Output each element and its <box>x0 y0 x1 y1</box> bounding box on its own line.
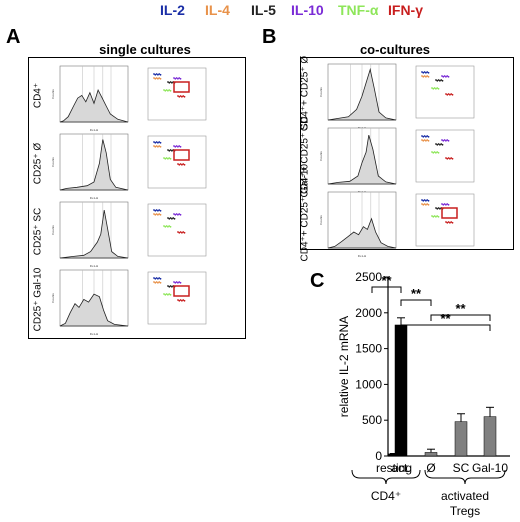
dot-plot <box>147 271 207 325</box>
panel-c-letter: C <box>310 270 325 292</box>
y-tick-label: 2000 <box>355 306 382 320</box>
legend-il10: IL-10 <box>291 2 324 18</box>
group-label-tregs: Tregs <box>450 504 480 518</box>
dot-plot <box>147 67 207 121</box>
sig-bracket-empty-gal10-label: ** <box>455 301 466 316</box>
dot-plot <box>415 193 475 247</box>
x-tick-label: act. <box>391 461 410 475</box>
panel-a-title: single cultures <box>99 42 191 57</box>
group-label-activated: activated <box>441 489 489 503</box>
legend-tnfa: TNF-α <box>338 2 379 18</box>
x-tick-label: Ø <box>426 461 435 475</box>
row-label: CD4⁺+ CD25⁺ Gal-10 <box>299 163 311 262</box>
brace-cd4 <box>351 469 421 485</box>
histogram-ylabel: Counts <box>51 89 55 99</box>
histogram-ylabel: Counts <box>51 225 55 235</box>
histogram-xlabel: FL1-H <box>90 196 98 200</box>
sig-bracket-resting-act <box>371 286 402 293</box>
panel-a-frame <box>28 57 246 339</box>
sig-bracket-act-gal10 <box>400 324 491 331</box>
y-tick-label: 1500 <box>355 342 382 356</box>
cytokine-legend: IL-2 IL-4 IL-5 IL-10 TNF-α IFN-γ <box>0 2 520 22</box>
row-label: CD25⁺ Gal-10 <box>32 267 44 332</box>
y-tick-label: 2500 <box>355 270 382 284</box>
histogram-ylabel: Counts <box>51 293 55 303</box>
histogram-xlabel: FL1-H <box>90 264 98 268</box>
histogram: Counts FL1-H <box>51 201 129 268</box>
sig-bracket-act-gal10-label: ** <box>440 311 451 326</box>
row-plots: Counts FL1-H <box>51 201 207 268</box>
x-tick-label: resting <box>376 461 412 475</box>
row-plots: Counts FL1-H <box>319 191 475 258</box>
bar-act. <box>394 324 408 457</box>
histogram: Counts FL1-H <box>51 269 129 336</box>
sig-bracket-act-empty <box>400 299 432 306</box>
panel-b-letter: B <box>262 26 277 48</box>
histogram-ylabel: Counts <box>319 87 323 97</box>
dot-plot <box>147 203 207 257</box>
brace-tregs <box>424 469 506 485</box>
legend-il5: IL-5 <box>251 2 276 18</box>
y-tick-label: 0 <box>375 449 382 463</box>
histogram: Counts FL1-H <box>51 133 129 200</box>
bar-SC <box>454 421 468 457</box>
row-plots: Counts FL1-H <box>51 65 207 132</box>
x-tick-label: SC <box>453 461 470 475</box>
histogram-ylabel: Counts <box>319 151 323 161</box>
legend-il2: IL-2 <box>160 2 185 18</box>
dot-plot <box>147 135 207 189</box>
histogram: Counts FL1-H <box>51 65 129 132</box>
x-tick-label: Gal-10 <box>472 461 508 475</box>
bar-Ø <box>424 452 438 457</box>
histogram-ylabel: Counts <box>319 215 323 225</box>
y-axis-label: relative IL-2 mRNA <box>337 316 351 417</box>
histogram-xlabel: FL1-H <box>90 128 98 132</box>
legend-ifng: IFN-γ <box>388 2 423 18</box>
histogram-ylabel: Counts <box>51 157 55 167</box>
dot-plot <box>415 129 475 183</box>
sig-bracket-empty-gal10 <box>430 314 491 321</box>
row-plots: Counts FL1-H <box>51 133 207 200</box>
dot-plot <box>415 65 475 119</box>
legend-il4: IL-4 <box>205 2 230 18</box>
panel-a-letter: A <box>6 26 21 48</box>
y-tick-label: 1000 <box>355 377 382 391</box>
sig-bracket-resting-act-label: ** <box>381 273 392 288</box>
histogram-xlabel: FL1-H <box>358 254 366 258</box>
sig-bracket-act-empty-label: ** <box>411 286 422 301</box>
y-tick-label: 500 <box>362 413 382 427</box>
group-label-cd4: CD4⁺ <box>371 489 401 503</box>
bar-Gal-10 <box>483 416 497 457</box>
bar-resting <box>387 453 401 457</box>
panel-b-title: co-cultures <box>359 42 431 57</box>
row-plots: Counts FL1-H <box>51 269 207 336</box>
histogram: Counts FL1-H <box>319 191 397 258</box>
panel-b-frame <box>300 57 514 250</box>
histogram-xlabel: FL1-H <box>90 332 98 336</box>
